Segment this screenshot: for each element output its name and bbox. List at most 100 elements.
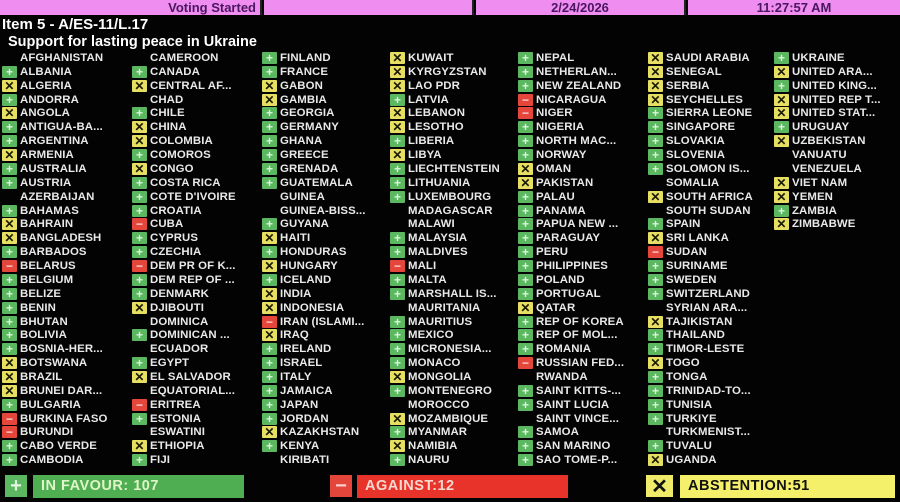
plus-icon: + [262, 371, 277, 383]
country-name: JAMAICA [280, 384, 333, 397]
plus-icon: + [2, 93, 17, 106]
country-name: KIRIBATI [280, 454, 330, 467]
country-name: THAILAND [666, 329, 726, 342]
minus-icon: − [330, 475, 352, 497]
plus-icon: + [774, 79, 789, 92]
plus-icon: + [2, 454, 17, 467]
x-icon: ✕ [2, 149, 17, 162]
plus-icon: + [2, 398, 17, 411]
x-icon: ✕ [774, 176, 789, 189]
country-vote-row: + LITHUANIA [390, 176, 470, 190]
country-vote-row: − RUSSIAN FED... [518, 356, 624, 370]
country-vote-row: TURKMENIST... [648, 425, 750, 439]
country-name: CENTRAL AF... [150, 79, 232, 92]
x-icon: ✕ [132, 135, 147, 148]
plus-icon: + [648, 162, 663, 175]
country-vote-row: ✕ SAUDI ARABIA [648, 51, 750, 65]
country-name: NIGERIA [536, 121, 585, 134]
x-icon: ✕ [774, 107, 789, 120]
plus-icon: + [2, 287, 17, 300]
country-name: TAJIKISTAN [666, 315, 733, 328]
country-name: COSTA RICA [150, 176, 221, 189]
country-vote-row: ✕ CENTRAL AF... [132, 79, 232, 93]
country-vote-row: SOUTH SUDAN [648, 204, 751, 218]
minus-icon: − [2, 412, 17, 425]
country-vote-row: ✕ LAO PDR [390, 79, 460, 93]
plus-icon: + [2, 301, 17, 314]
country-name: COLOMBIA [150, 135, 213, 148]
country-name: NICARAGUA [536, 93, 607, 106]
x-icon: ✕ [2, 79, 17, 92]
country-vote-row: ✕ ALGERIA [2, 79, 72, 93]
country-name: MONGOLIA [408, 371, 472, 383]
country-vote-row: + PARAGUAY [518, 231, 600, 245]
country-name: FIJI [150, 454, 171, 467]
country-vote-row: − NICARAGUA [518, 93, 607, 107]
country-name: GEORGIA [280, 107, 335, 120]
country-vote-row: + MICRONESIA... [390, 342, 492, 356]
country-name: MAURITIUS [408, 315, 473, 328]
plus-icon: + [5, 475, 27, 497]
country-vote-row: ✕ OMAN [518, 162, 571, 176]
country-name: BRAZIL [20, 371, 63, 383]
country-name: DENMARK [150, 287, 209, 300]
plus-icon: + [648, 371, 663, 383]
country-vote-row: + SAINT KITTS-... [518, 384, 621, 398]
country-name: NIGER [536, 107, 573, 120]
country-vote-row: + COTE D'IVOIRE [132, 190, 236, 204]
country-vote-row: + LATVIA [390, 93, 449, 107]
x-icon: ✕ [132, 162, 147, 175]
voting-status: Voting Started [0, 0, 262, 15]
country-name: COTE D'IVOIRE [150, 190, 236, 203]
no-vote-indicator [132, 385, 147, 397]
country-name: TIMOR-LESTE [666, 343, 745, 356]
no-vote-indicator [648, 205, 663, 217]
country-name: ERITREA [150, 398, 201, 411]
plus-icon: + [390, 384, 405, 397]
country-vote-row: + LUXEMBOURG [390, 190, 491, 204]
country-vote-row: + JAPAN [262, 398, 318, 412]
country-vote-row: + ZAMBIA [774, 204, 837, 218]
plus-icon: + [2, 343, 17, 356]
minus-icon: − [132, 260, 147, 273]
country-name: ZAMBIA [792, 204, 837, 217]
x-icon: ✕ [262, 301, 277, 314]
country-name: GUINEA [280, 190, 325, 203]
country-name: MALI [408, 260, 437, 273]
country-vote-row: VANUATU [774, 148, 847, 162]
country-name: UGANDA [666, 454, 717, 467]
plus-icon: + [262, 149, 277, 162]
country-name: URUGUAY [792, 121, 850, 134]
no-vote-indicator [390, 302, 405, 314]
country-name: DEM REP OF ... [150, 273, 235, 286]
country-vote-row: ESWATINI [132, 425, 205, 439]
country-vote-row: ✕ CONGO [132, 162, 194, 176]
country-name: KENYA [280, 440, 320, 453]
no-vote-indicator [132, 426, 147, 438]
country-name: POLAND [536, 273, 585, 286]
country-name: SIERRA LEONE [666, 107, 753, 120]
country-name: MALAWI [408, 218, 455, 231]
plus-icon: + [648, 218, 663, 231]
plus-icon: + [518, 260, 533, 273]
country-vote-row: SAINT VINCE... [518, 412, 619, 426]
plus-icon: + [648, 260, 663, 273]
plus-icon: + [132, 412, 147, 425]
country-name: PALAU [536, 190, 575, 203]
country-name: BELARUS [20, 260, 76, 273]
x-icon: ✕ [518, 176, 533, 189]
country-vote-row: + BULGARIA [2, 398, 81, 412]
country-vote-row: + POLAND [518, 273, 585, 287]
no-vote-indicator [262, 205, 277, 217]
country-vote-row: + TONGA [648, 370, 707, 384]
country-vote-row: ✕ KUWAIT [390, 51, 454, 65]
country-vote-row: + ISRAEL [262, 356, 322, 370]
country-vote-row: + THAILAND [648, 328, 725, 342]
plus-icon: + [518, 246, 533, 259]
country-name: RUSSIAN FED... [536, 357, 625, 370]
plus-icon: + [2, 135, 17, 148]
plus-icon: + [518, 218, 533, 231]
country-name: NEW ZEALAND [536, 79, 622, 92]
country-name: HUNGARY [280, 260, 338, 273]
country-name: GHANA [280, 135, 323, 148]
